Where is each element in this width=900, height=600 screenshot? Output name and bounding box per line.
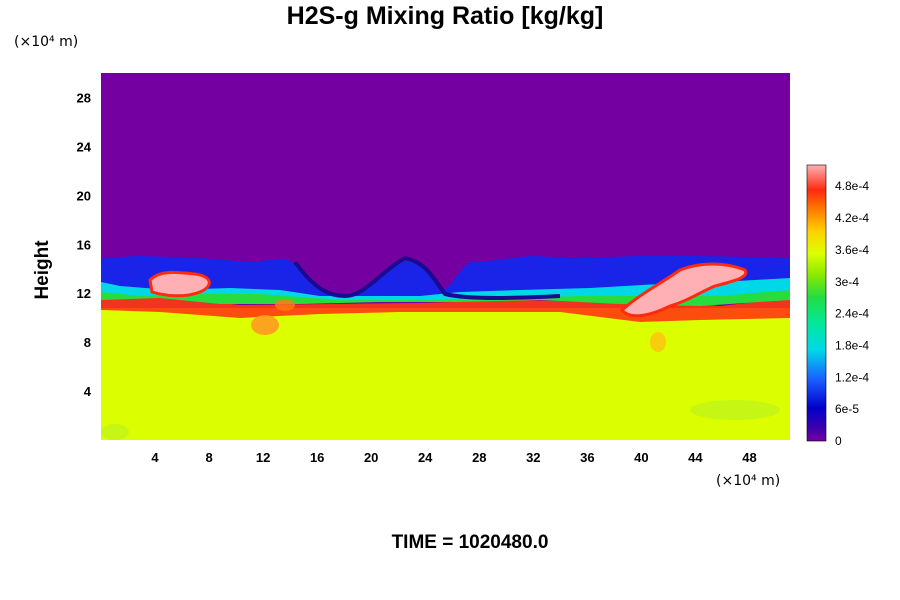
y-tick-label: 12 bbox=[77, 286, 91, 301]
x-tick-label: 4 bbox=[151, 450, 159, 465]
x-tick-label: 8 bbox=[205, 450, 212, 465]
interface-dome bbox=[200, 240, 480, 296]
x-axis-unit: (×10⁴ m) bbox=[716, 473, 781, 489]
colorbar-tick-label: 3e-4 bbox=[835, 275, 859, 289]
x-tick-label: 40 bbox=[634, 450, 648, 465]
faint-patch bbox=[101, 424, 129, 440]
y-tick-label: 8 bbox=[84, 335, 91, 350]
colorbar-tick-label: 4.2e-4 bbox=[835, 211, 869, 225]
colorbar-tick-label: 2.4e-4 bbox=[835, 307, 869, 321]
time-label: TIME = 1020480.0 bbox=[391, 532, 549, 553]
y-tick-label: 16 bbox=[77, 237, 91, 252]
y-tick-label: 4 bbox=[84, 384, 92, 399]
y-tick-label: 20 bbox=[77, 188, 91, 203]
colorbar-tick-label: 4.8e-4 bbox=[835, 179, 869, 193]
y-axis-ticks: 4 8 12 16 20 24 28 bbox=[77, 91, 92, 400]
y-tick-label: 28 bbox=[77, 91, 91, 106]
heatmap-field bbox=[101, 73, 790, 440]
warm-plume bbox=[251, 315, 279, 335]
colorbar-tick-label: 6e-5 bbox=[835, 402, 859, 416]
y-axis-unit: (×10⁴ m) bbox=[14, 34, 79, 50]
x-tick-label: 16 bbox=[310, 450, 324, 465]
x-tick-label: 44 bbox=[688, 450, 703, 465]
colorbar-tick-label: 1.8e-4 bbox=[835, 339, 869, 353]
x-tick-label: 32 bbox=[526, 450, 540, 465]
x-tick-label: 28 bbox=[472, 450, 486, 465]
hot-patch-right bbox=[619, 262, 748, 318]
x-tick-label: 36 bbox=[580, 450, 594, 465]
warm-plume bbox=[275, 299, 295, 311]
colorbar-ticks: 0 6e-5 1.2e-4 1.8e-4 2.4e-4 3e-4 3.6e-4 4.2e-4 4… bbox=[835, 179, 869, 448]
warm-plume bbox=[650, 332, 666, 352]
x-axis-ticks: 4 8 12 16 20 24 28 32 36 40 44 48 bbox=[151, 450, 756, 465]
colorbar bbox=[806, 164, 827, 442]
colorbar-tick-label: 3.6e-4 bbox=[835, 243, 869, 257]
y-tick-label: 24 bbox=[77, 139, 92, 154]
x-tick-label: 24 bbox=[418, 450, 433, 465]
faint-patch bbox=[690, 400, 780, 420]
interface-red-band bbox=[101, 290, 790, 322]
chart-title: H2S-g Mixing Ratio [kg/kg] bbox=[286, 2, 604, 30]
x-tick-label: 20 bbox=[364, 450, 378, 465]
hot-patch-left bbox=[148, 270, 211, 298]
x-tick-label: 12 bbox=[256, 450, 270, 465]
interface-dark-edge bbox=[293, 255, 561, 300]
x-tick-label: 48 bbox=[742, 450, 756, 465]
colorbar-tick-label: 0 bbox=[835, 434, 842, 448]
colorbar-tick-label: 1.2e-4 bbox=[835, 370, 869, 384]
